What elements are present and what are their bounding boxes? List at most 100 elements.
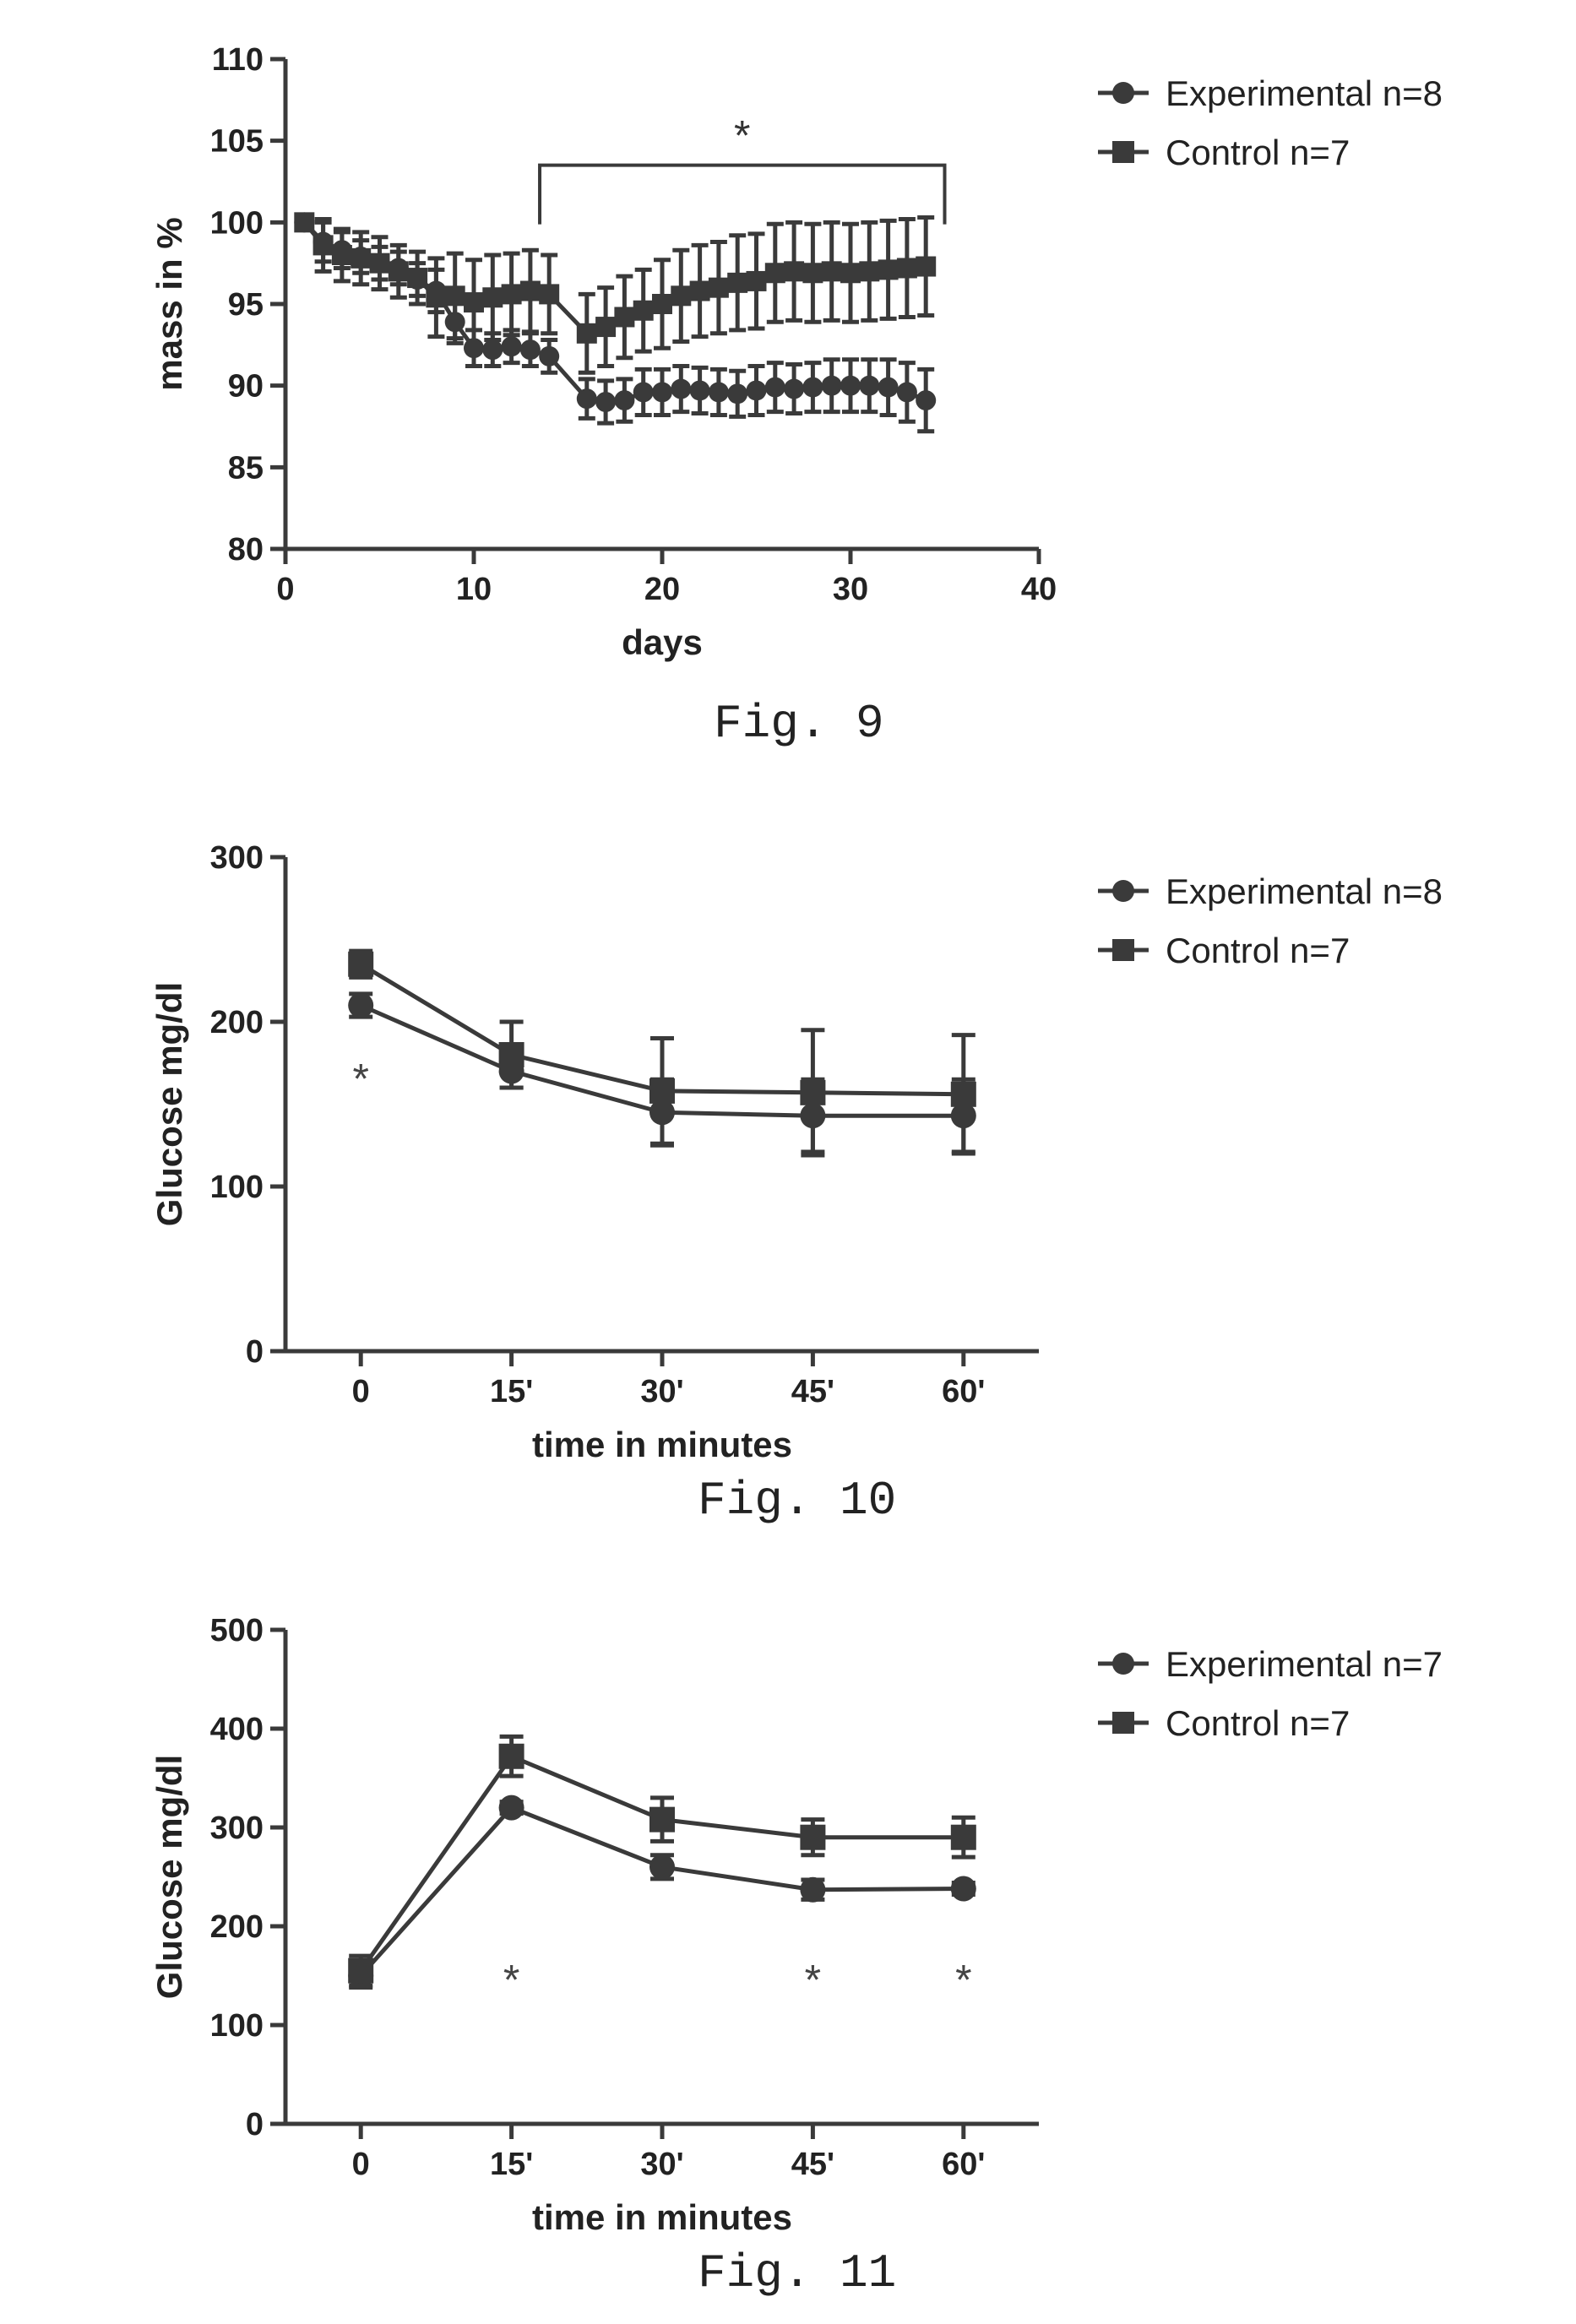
x-tick-label: 15' [490,2147,533,2182]
data-point [388,261,409,282]
data-point [331,245,352,265]
legend-label: Experimental n=8 [1166,73,1443,113]
data-point [821,375,842,396]
y-tick-label: 100 [210,2008,264,2044]
legend-label: Experimental n=7 [1166,1644,1443,1684]
legend-marker [1112,880,1134,902]
y-axis-label: Glucose mg/dl [149,982,189,1226]
chart-0: 80 85 90 95 100 105 110 0 10 20 30 40 days mass in % E… [149,42,1443,662]
data-point [348,951,374,977]
data-point [369,252,390,274]
data-point [896,258,917,279]
data-point [746,270,767,291]
data-point [802,377,823,398]
data-point [840,375,861,396]
data-point [519,339,541,361]
data-point [294,212,315,233]
data-point [649,1854,675,1880]
y-tick-label: 90 [228,369,264,405]
y-tick-label: 100 [210,1170,264,1205]
data-point [519,280,541,301]
chart-2: 0 100 200 300 400 500 0 15' 30' 45' 60' time in min… [149,1613,1443,2237]
data-point [671,378,692,399]
x-axis-label: days [622,622,703,662]
data-point [426,287,447,308]
significance-star: * [955,1957,971,2004]
x-tick-label: 45' [791,2147,834,2182]
data-point [800,1824,826,1850]
x-tick-label: 30 [833,572,868,607]
data-point [498,1042,524,1067]
chart-1: 0 100 200 300 0 15' 30' 45' 60' time in minutes Gl… [149,840,1443,1464]
y-tick-label: 0 [246,1334,264,1370]
data-point [950,1081,976,1107]
y-tick-label: 95 [228,287,264,323]
data-point [727,272,748,293]
data-point [708,277,729,298]
y-tick-label: 500 [210,1613,264,1648]
y-axis-label: mass in % [149,217,189,390]
data-point [840,263,861,284]
legend-label: Control n=7 [1166,931,1350,970]
data-point [614,390,635,411]
data-point [878,259,899,280]
data-point [784,261,805,282]
data-point [896,382,917,403]
x-tick-label: 60' [942,2147,985,2182]
x-axis-label: time in minutes [532,1425,792,1464]
data-point [482,287,503,308]
data-point [444,285,465,307]
data-point [633,382,654,403]
y-tick-label: 110 [212,42,264,78]
data-point [576,323,597,344]
data-point [464,292,484,313]
data-point [649,1078,675,1104]
data-point [501,284,522,305]
data-point [950,1824,976,1850]
fig11-caption: Fig. 11 [698,2246,897,2300]
y-tick-label: 105 [210,124,264,160]
data-point [501,336,522,357]
x-tick-label: 10 [456,572,492,607]
x-tick-label: 15' [490,1374,533,1409]
data-point [671,285,692,307]
data-point [482,339,503,361]
legend-marker [1112,1653,1134,1675]
significance-star: * [352,1055,368,1102]
series-1 [348,1734,976,1988]
x-tick-label: 0 [276,572,294,607]
data-point [312,235,334,256]
data-point [633,300,654,321]
data-point [802,263,823,284]
data-point [708,382,729,403]
y-axis-label: Glucose mg/dl [149,1755,189,1999]
significance-star: * [734,112,750,160]
legend-label: Control n=7 [1166,133,1350,172]
legend-label: Experimental n=8 [1166,872,1443,911]
y-tick-label: 100 [210,205,264,241]
series-1 [294,212,937,375]
data-point [746,380,767,401]
data-point [348,1957,374,1984]
data-point [916,256,937,277]
x-tick-label: 0 [352,1374,370,1409]
y-tick-label: 85 [228,450,264,486]
y-tick-label: 200 [210,1005,264,1040]
data-point [498,1795,524,1821]
data-point [764,263,785,284]
data-point [539,284,560,305]
data-point [652,294,672,314]
data-point [649,1806,675,1833]
data-point [614,307,635,328]
legend-marker [1112,939,1134,961]
x-tick-label: 40 [1021,572,1057,607]
legend-marker [1112,82,1134,104]
y-tick-label: 300 [210,1811,264,1846]
significance-star: * [503,1957,519,2004]
x-tick-label: 60' [942,1374,985,1409]
data-point [859,375,880,396]
data-point [539,345,560,367]
x-tick-label: 30' [640,2147,683,2182]
data-point [859,261,880,282]
